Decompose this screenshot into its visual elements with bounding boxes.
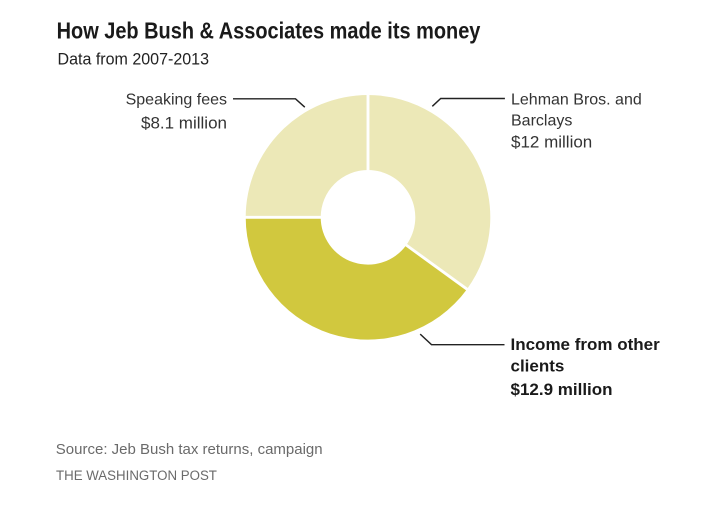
svg-text:$12.9 million: $12.9 million <box>511 380 613 399</box>
svg-text:Speaking fees: Speaking fees <box>126 92 227 109</box>
svg-text:Data from 2007-2013: Data from 2007-2013 <box>58 49 210 69</box>
svg-text:How Jeb Bush & Associates made: How Jeb Bush & Associates made its money <box>57 18 481 44</box>
svg-text:Barclays: Barclays <box>511 113 572 130</box>
svg-text:Source: Jeb Bush tax returns,: Source: Jeb Bush tax returns, campaign <box>56 441 323 458</box>
svg-text:$12 million: $12 million <box>511 133 592 152</box>
svg-text:clients: clients <box>511 356 565 375</box>
svg-text:$8.1 million: $8.1 million <box>141 113 227 132</box>
svg-text:THE WASHINGTON POST: THE WASHINGTON POST <box>56 467 218 482</box>
svg-text:Lehman Bros. and: Lehman Bros. and <box>511 91 642 108</box>
svg-text:Income from other: Income from other <box>511 335 661 354</box>
